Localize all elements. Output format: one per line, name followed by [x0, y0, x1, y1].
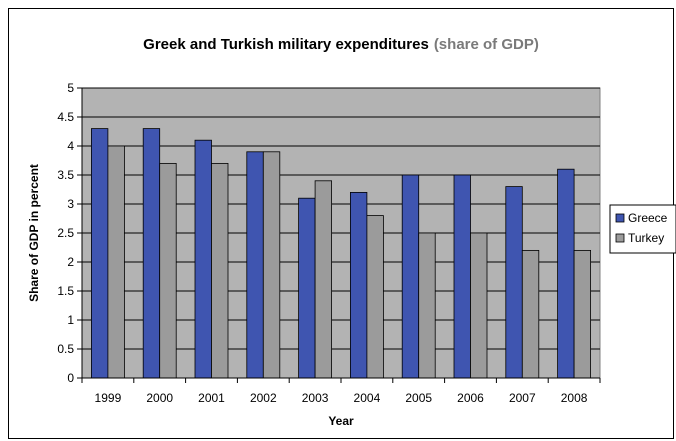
bar-greece-2005: [401, 174, 420, 379]
legend-label-greece: Greece: [628, 211, 668, 225]
bar-turkey-2002: [262, 151, 281, 379]
bar-greece-2008: [557, 168, 575, 379]
bar-turkey-2007: [521, 249, 540, 379]
bar-turkey-2005: [418, 232, 436, 379]
chart-title: Greek and Turkish military expenditures: [143, 36, 429, 53]
bar-greece-2000: [142, 128, 161, 379]
bar-greece-2003: [298, 197, 316, 379]
x-tick-label: 2004: [354, 391, 381, 405]
bar-turkey-1999: [107, 145, 125, 379]
legend-swatch-turkey: [615, 233, 625, 243]
x-tick-label: 2003: [302, 391, 329, 405]
x-tick-label: 2001: [198, 391, 225, 405]
bar-greece-2006: [453, 174, 471, 379]
y-tick-label: 0.5: [57, 342, 74, 356]
bar-turkey-2008: [573, 249, 591, 379]
bar-turkey-2003: [314, 180, 333, 379]
y-tick-label: 1: [67, 313, 74, 327]
legend: Greece Turkey: [609, 204, 676, 254]
legend-label-turkey: Turkey: [628, 231, 664, 245]
y-tick-labels: 0 0.5 1 1.5 2 2.5 3 3.5 4 4.5 5: [57, 81, 74, 385]
x-tick-label: 2006: [457, 391, 484, 405]
chart-subtitle: (share of GDP): [434, 36, 539, 53]
axes: [77, 87, 601, 383]
y-axis-title: Share of GDP in percent: [27, 164, 41, 302]
bar-turkey-2001: [211, 162, 229, 379]
x-tick-label: 1999: [95, 391, 122, 405]
x-axis-title: Year: [328, 414, 354, 428]
x-tick-label: 2005: [405, 391, 432, 405]
y-tick-label: 4.5: [57, 110, 74, 124]
bar-turkey-2000: [159, 162, 177, 379]
bar-turkey-2004: [366, 215, 384, 379]
y-tick-label: 0: [67, 371, 74, 385]
x-tick-label: 2007: [509, 391, 536, 405]
legend-swatch-greece: [615, 213, 625, 223]
bar-greece-1999: [91, 128, 109, 379]
y-tick-label: 2: [67, 255, 74, 269]
x-tick-labels: 1999 2000 2001 2002 2003 2004 2005 2006 2007 2008: [95, 391, 588, 405]
y-tick-label: 5: [67, 81, 74, 95]
legend-box: [609, 204, 676, 254]
y-tick-label: 2.5: [57, 226, 74, 240]
bar-greece-2007: [505, 186, 523, 379]
y-tick-label: 4: [67, 139, 74, 153]
x-tick-label: 2002: [250, 391, 277, 405]
bar-turkey-2006: [470, 232, 488, 379]
x-tick-label: 2008: [561, 391, 588, 405]
bars: [91, 128, 591, 379]
bar-greece-2002: [246, 151, 264, 379]
bar-greece-2004: [349, 191, 368, 379]
x-tick-label: 2000: [146, 391, 173, 405]
y-tick-label: 3.5: [57, 168, 74, 182]
y-tick-label: 1.5: [57, 284, 74, 298]
bar-greece-2001: [194, 139, 212, 379]
y-tick-label: 3: [67, 197, 74, 211]
